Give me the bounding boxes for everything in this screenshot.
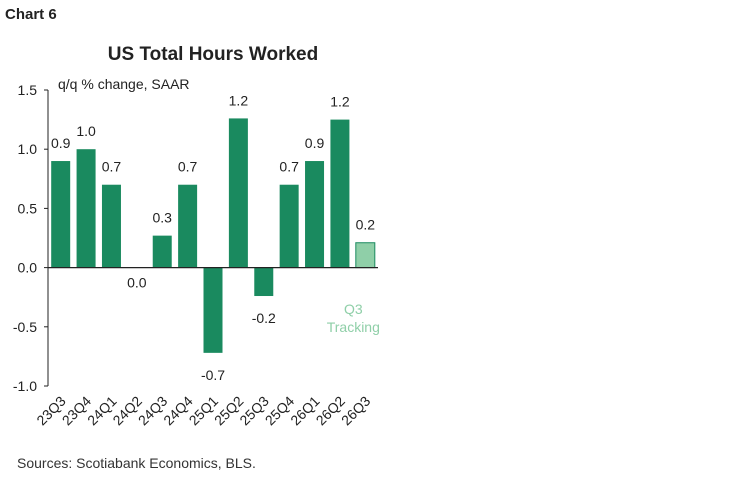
bar (178, 184, 198, 268)
tracking-annotation: Q3 (344, 301, 363, 317)
bar (330, 119, 350, 268)
bar (51, 161, 71, 268)
y-axis-label: q/q % change, SAAR (58, 76, 190, 92)
data-label: 1.2 (229, 92, 249, 108)
data-label: 0.9 (305, 135, 325, 151)
bar-tracking (355, 242, 376, 269)
bar (101, 184, 121, 268)
data-label: 1.2 (330, 94, 350, 110)
tracking-annotation: Tracking (327, 319, 380, 335)
data-label: 0.3 (152, 210, 172, 226)
data-label: 0.7 (102, 159, 122, 175)
data-label: 1.0 (76, 123, 96, 139)
bar (203, 267, 223, 353)
data-label: 0.2 (356, 217, 376, 233)
data-label: -0.2 (252, 310, 276, 326)
y-tick-label: -1.0 (13, 378, 37, 394)
data-label: 0.9 (51, 135, 71, 151)
y-tick-label: 1.5 (18, 82, 38, 98)
bar (152, 235, 172, 268)
x-tick-label: 26Q3 (338, 393, 374, 429)
y-tick-label: -0.5 (13, 319, 37, 335)
y-tick-label: 0.5 (18, 200, 38, 216)
y-tick-label: 0.0 (18, 260, 38, 276)
data-label: -0.7 (201, 367, 225, 383)
bar (279, 184, 299, 268)
data-label: 0.7 (279, 159, 299, 175)
bar (254, 267, 274, 297)
bar (305, 161, 325, 268)
source-note: Sources: Scotiabank Economics, BLS. (17, 455, 256, 471)
data-label: 0.7 (178, 159, 198, 175)
chart-number-label: Chart 6 (5, 6, 57, 23)
y-tick-label: 1.0 (18, 141, 38, 157)
data-label: 0.0 (127, 275, 147, 291)
chart-title: US Total Hours Worked (107, 44, 319, 65)
bar (76, 149, 96, 268)
bar (228, 118, 248, 268)
